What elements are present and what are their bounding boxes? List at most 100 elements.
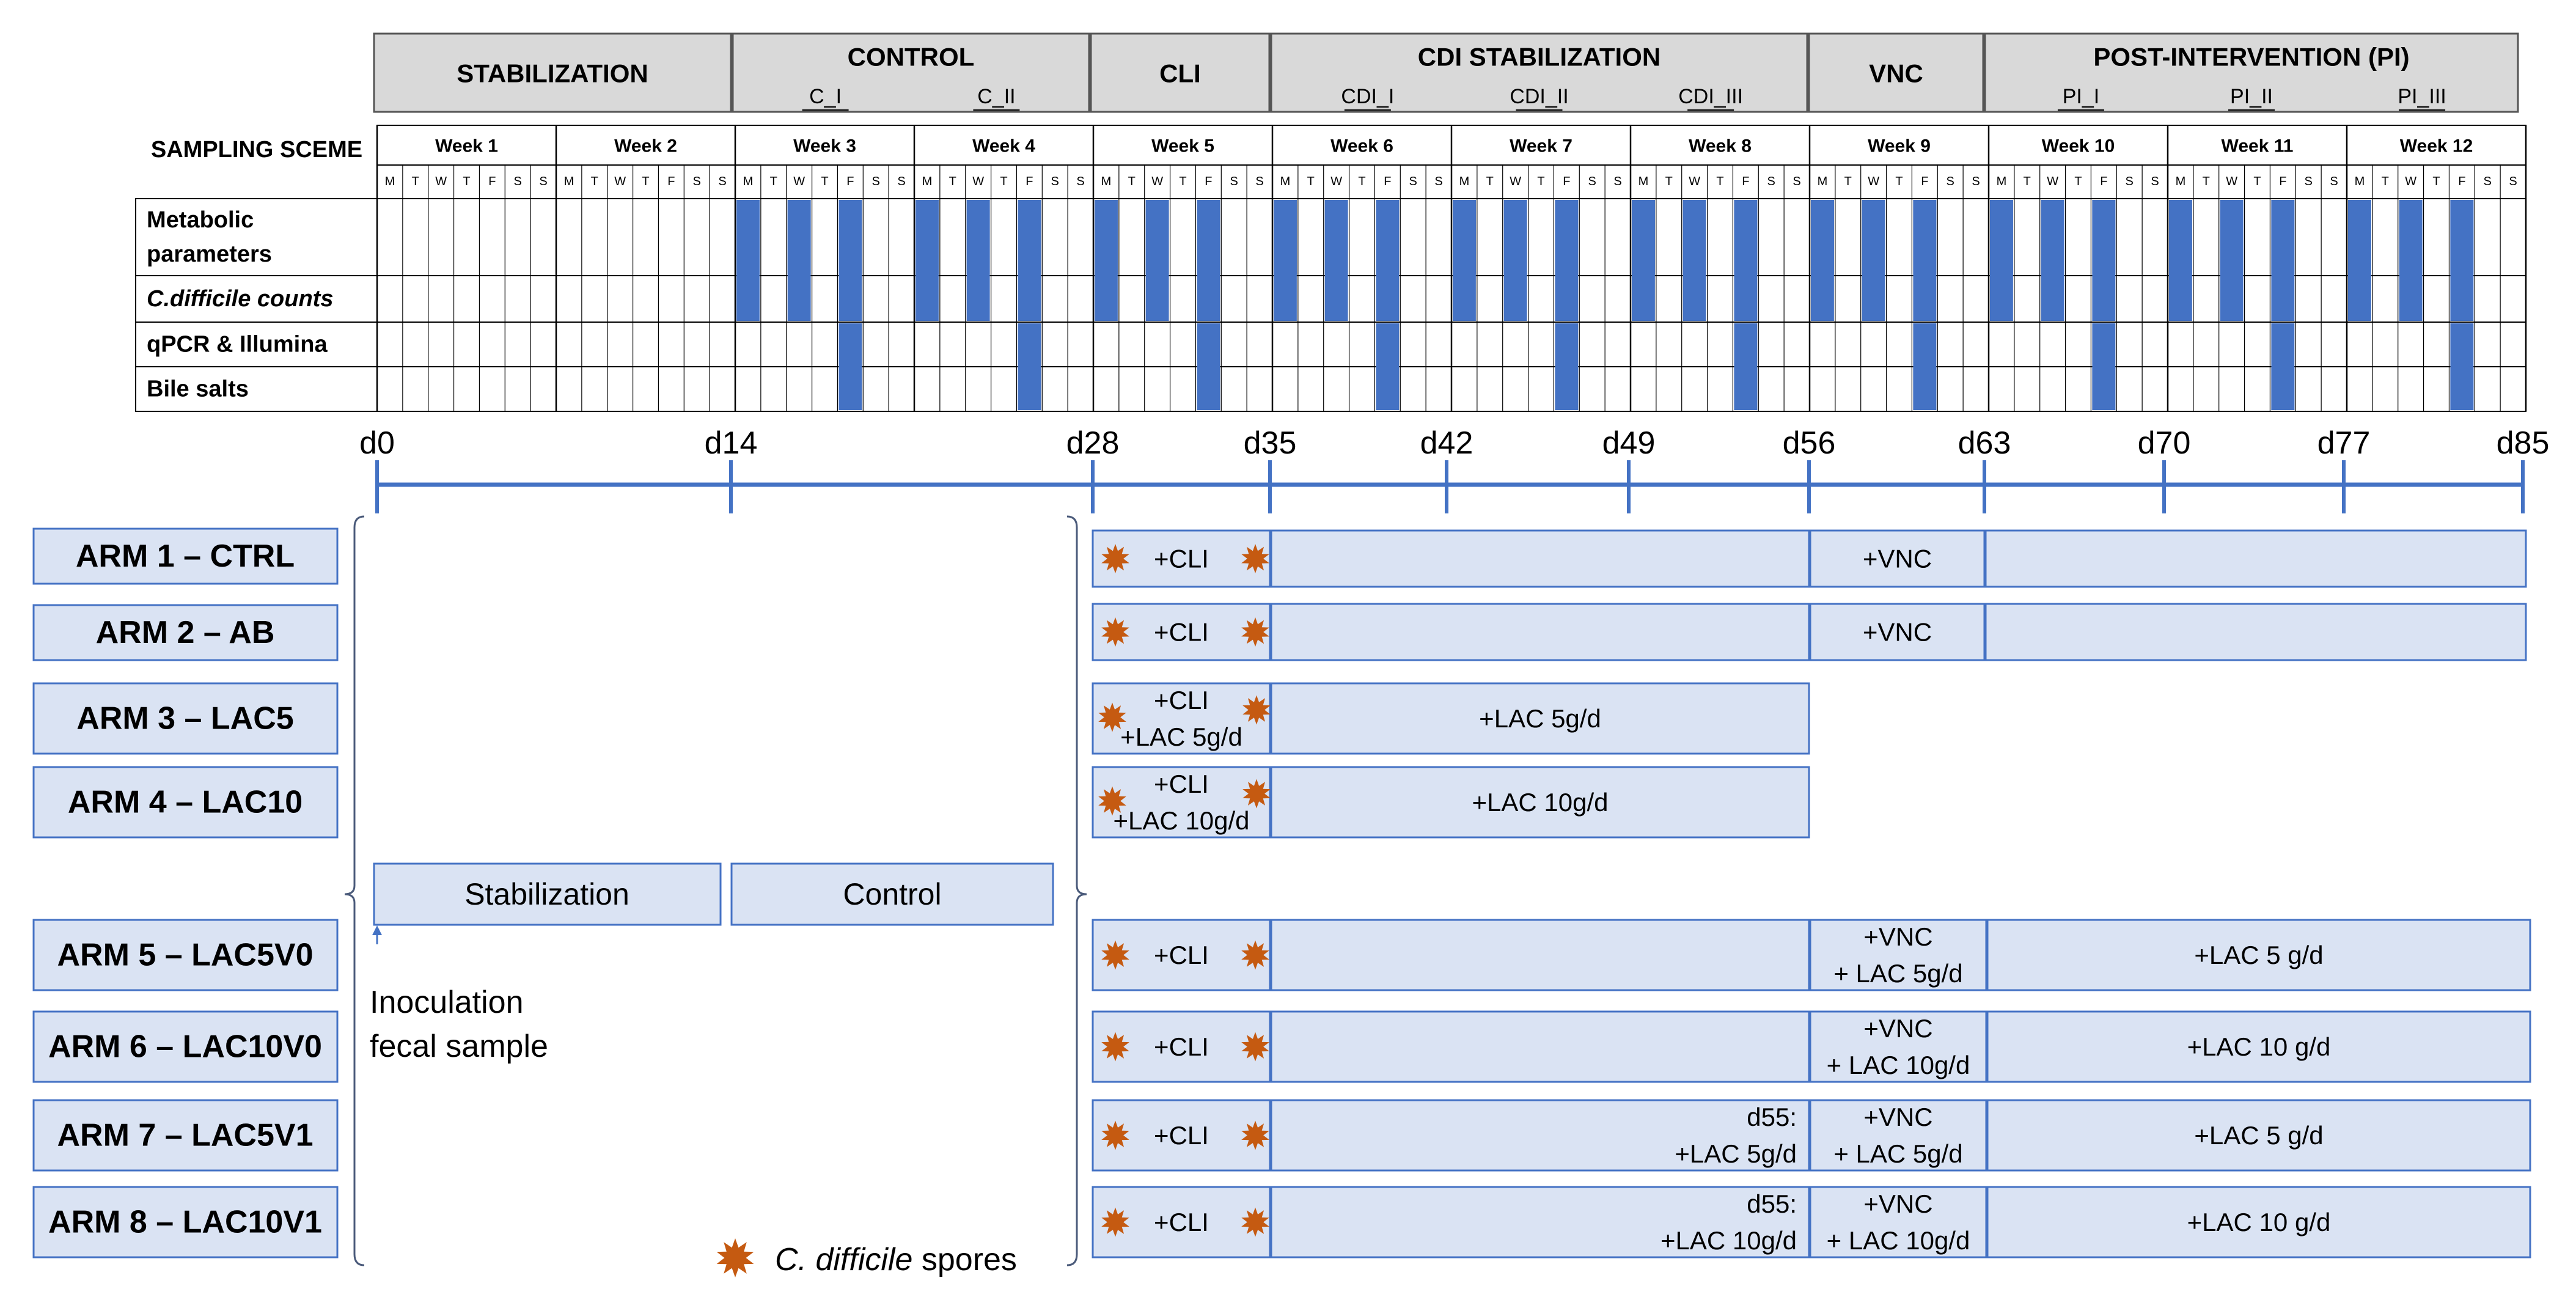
cdi-label: +LAC 10g/d xyxy=(1660,1226,1797,1255)
day-label: S xyxy=(2151,175,2159,188)
sample-bar-bile xyxy=(1376,368,1400,410)
week-label: Week 7 xyxy=(1510,136,1572,156)
day-label: T xyxy=(1307,175,1315,188)
day-label: F xyxy=(846,175,854,188)
cli-box xyxy=(1092,766,1271,839)
row-label: Metabolic xyxy=(147,207,254,233)
day-label: F xyxy=(1026,175,1033,188)
day-label: M xyxy=(743,175,754,188)
phase-box xyxy=(373,32,732,113)
legend-italic: C. difficile xyxy=(775,1242,912,1277)
day-label: T xyxy=(1665,175,1673,188)
inoculation-label: fecal sample xyxy=(370,1029,548,1064)
phase-header: POST-INTERVENTION (PI) PI_I PI_II PI_III xyxy=(1984,32,2519,113)
day-label: S xyxy=(1613,175,1621,188)
day-label: W xyxy=(972,175,984,188)
vnc-label: +VNC xyxy=(1863,922,1932,951)
day-label: S xyxy=(1588,175,1596,188)
sample-bar-cdiff xyxy=(2041,200,2064,321)
timeline-tick-label: d70 xyxy=(2138,425,2191,461)
sample-bar-cdiff xyxy=(1503,200,1527,321)
vnc-label: +VNC xyxy=(1863,1014,1932,1043)
phase-box xyxy=(1984,32,2519,113)
day-label: F xyxy=(2100,175,2107,188)
sample-bar-cdiff xyxy=(1632,200,1655,321)
sample-bar-cdiff xyxy=(2220,200,2244,321)
timeline-tick-label: d14 xyxy=(705,425,758,461)
vnc-box xyxy=(1809,1099,1987,1172)
vnc-box xyxy=(1809,1010,1987,1083)
day-label: F xyxy=(1205,175,1212,188)
spore-icon xyxy=(1101,1120,1129,1150)
pi-label: +LAC 10 g/d xyxy=(2187,1208,2331,1236)
day-label: M xyxy=(922,175,933,188)
cdi-box xyxy=(1270,603,1810,661)
spore-icon xyxy=(1242,695,1271,725)
sample-bar-cdiff xyxy=(1145,200,1169,321)
sample-bar-bile xyxy=(1018,368,1041,410)
arm-row: ARM 7 – LAC5V1 +CLI d55: +LAC 5g/d +VNC + LAC… xyxy=(32,1099,2531,1172)
day-label: T xyxy=(412,175,419,188)
timeline-tick-label: d42 xyxy=(1420,425,1473,461)
day-label: S xyxy=(1972,175,1980,188)
cli-label: +CLI xyxy=(1154,1121,1209,1150)
sample-bar-cdiff xyxy=(1682,200,1706,321)
left-brace xyxy=(344,515,365,1266)
day-label: S xyxy=(2509,175,2517,188)
sample-bar-cdiff xyxy=(1990,200,2013,321)
day-label: T xyxy=(1844,175,1852,188)
stabilization-box xyxy=(373,862,722,926)
phase-box xyxy=(1270,32,1808,113)
sample-bar-bile xyxy=(2271,368,2295,410)
day-label: W xyxy=(1330,175,1342,188)
day-label: T xyxy=(2024,175,2031,188)
spore-icon xyxy=(1241,544,1269,573)
spore-icon xyxy=(1098,702,1126,732)
day-label: S xyxy=(1947,175,1954,188)
row-label: parameters xyxy=(147,241,272,267)
sampling-title: SAMPLING SCEME xyxy=(151,137,362,163)
arm-label-box xyxy=(32,919,339,991)
week-label: Week 3 xyxy=(793,136,856,156)
timeline-tick-label: d28 xyxy=(1066,425,1120,461)
cli-label: +CLI xyxy=(1154,686,1209,715)
arm-label: ARM 2 – AB xyxy=(96,615,275,650)
day-label: F xyxy=(2279,175,2286,188)
arm-label: ARM 6 – LAC10V0 xyxy=(48,1029,322,1065)
day-label: M xyxy=(1101,175,1112,188)
sample-bar-cdiff xyxy=(966,200,990,321)
vnc-label: + LAC 5g/d xyxy=(1833,959,1962,988)
cdi-box xyxy=(1270,1099,1810,1172)
day-label: F xyxy=(1742,175,1749,188)
phase-sub-label: C_I xyxy=(809,85,842,108)
vnc-label: + LAC 5g/d xyxy=(1833,1139,1962,1168)
pi-box xyxy=(1984,529,2527,588)
sample-bar-bile xyxy=(1555,368,1579,410)
sample-bar-cdiff xyxy=(2169,200,2192,321)
cli-box xyxy=(1092,919,1271,991)
cdi-box xyxy=(1270,682,1810,755)
timeline-tick-label: d85 xyxy=(2497,425,2550,461)
cdi-label: d55: xyxy=(1747,1189,1797,1218)
day-label: S xyxy=(2305,175,2313,188)
phase-label: CONTROL xyxy=(848,43,975,72)
week-label: Week 12 xyxy=(2400,136,2473,156)
sample-bar-cdiff xyxy=(916,200,939,321)
vnc-label: +VNC xyxy=(1863,545,1932,573)
day-label: W xyxy=(1510,175,1521,188)
day-label: S xyxy=(718,175,726,188)
phase-label: STABILIZATION xyxy=(457,59,648,88)
day-label: T xyxy=(2432,175,2440,188)
pi-box xyxy=(1984,603,2527,661)
cdi-box xyxy=(1270,1186,1810,1258)
phase-header: CDI STABILIZATION CDI_I CDI_II CDI_III xyxy=(1270,32,1808,113)
cdi-label: +LAC 5g/d xyxy=(1675,1139,1797,1168)
timeline-tick-label: d35 xyxy=(1244,425,1297,461)
phase-header: CONTROL C_I C_II xyxy=(732,32,1090,113)
cdi-label: +LAC 10g/d xyxy=(1472,788,1608,817)
day-label: F xyxy=(1563,175,1570,188)
day-label: S xyxy=(897,175,905,188)
vnc-box xyxy=(1809,919,1987,991)
sample-bar-cdiff xyxy=(1018,200,1041,321)
